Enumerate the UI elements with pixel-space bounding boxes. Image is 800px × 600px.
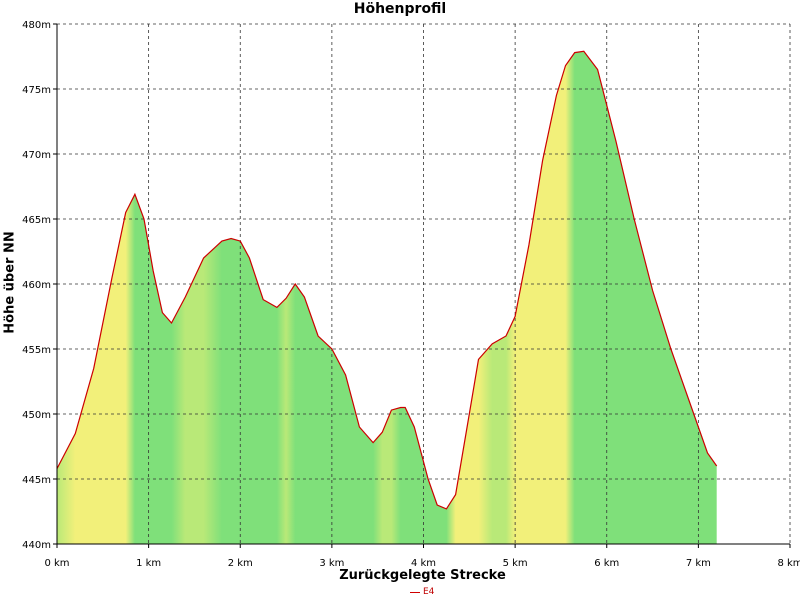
y-tick-label: 440m	[22, 540, 51, 551]
chart-title: Höhenprofil	[353, 1, 447, 17]
series-line-E4	[56, 50, 718, 510]
series-area-E4	[57, 51, 717, 545]
x-tick-label: 7 km	[686, 558, 711, 569]
y-tick-label: 450m	[22, 410, 51, 421]
y-tick-label: 470m	[22, 150, 51, 161]
x-tick-label: 4 km	[411, 558, 436, 569]
x-tick-label: 1 km	[136, 558, 161, 569]
x-tick-label: 5 km	[503, 558, 528, 569]
x-tick-label: 6 km	[594, 558, 619, 569]
y-tick-label: 455m	[22, 345, 51, 356]
legend-swatch	[410, 591, 420, 593]
x-axis-label: Zurückgelegte Strecke	[339, 568, 506, 583]
legend: E4	[410, 586, 434, 598]
y-tick-label: 460m	[22, 280, 51, 291]
x-tick-label: 0 km	[44, 558, 69, 569]
x-tick-label: 2 km	[228, 558, 253, 569]
x-tick-label: 8 km	[777, 558, 800, 569]
legend-label: E4	[423, 587, 435, 597]
y-tick-label: 480m	[22, 20, 51, 31]
x-tick-label: 3 km	[319, 558, 344, 569]
y-tick-label: 465m	[22, 215, 51, 226]
y-tick-label: 475m	[22, 85, 51, 96]
y-tick-label: 445m	[22, 475, 51, 486]
